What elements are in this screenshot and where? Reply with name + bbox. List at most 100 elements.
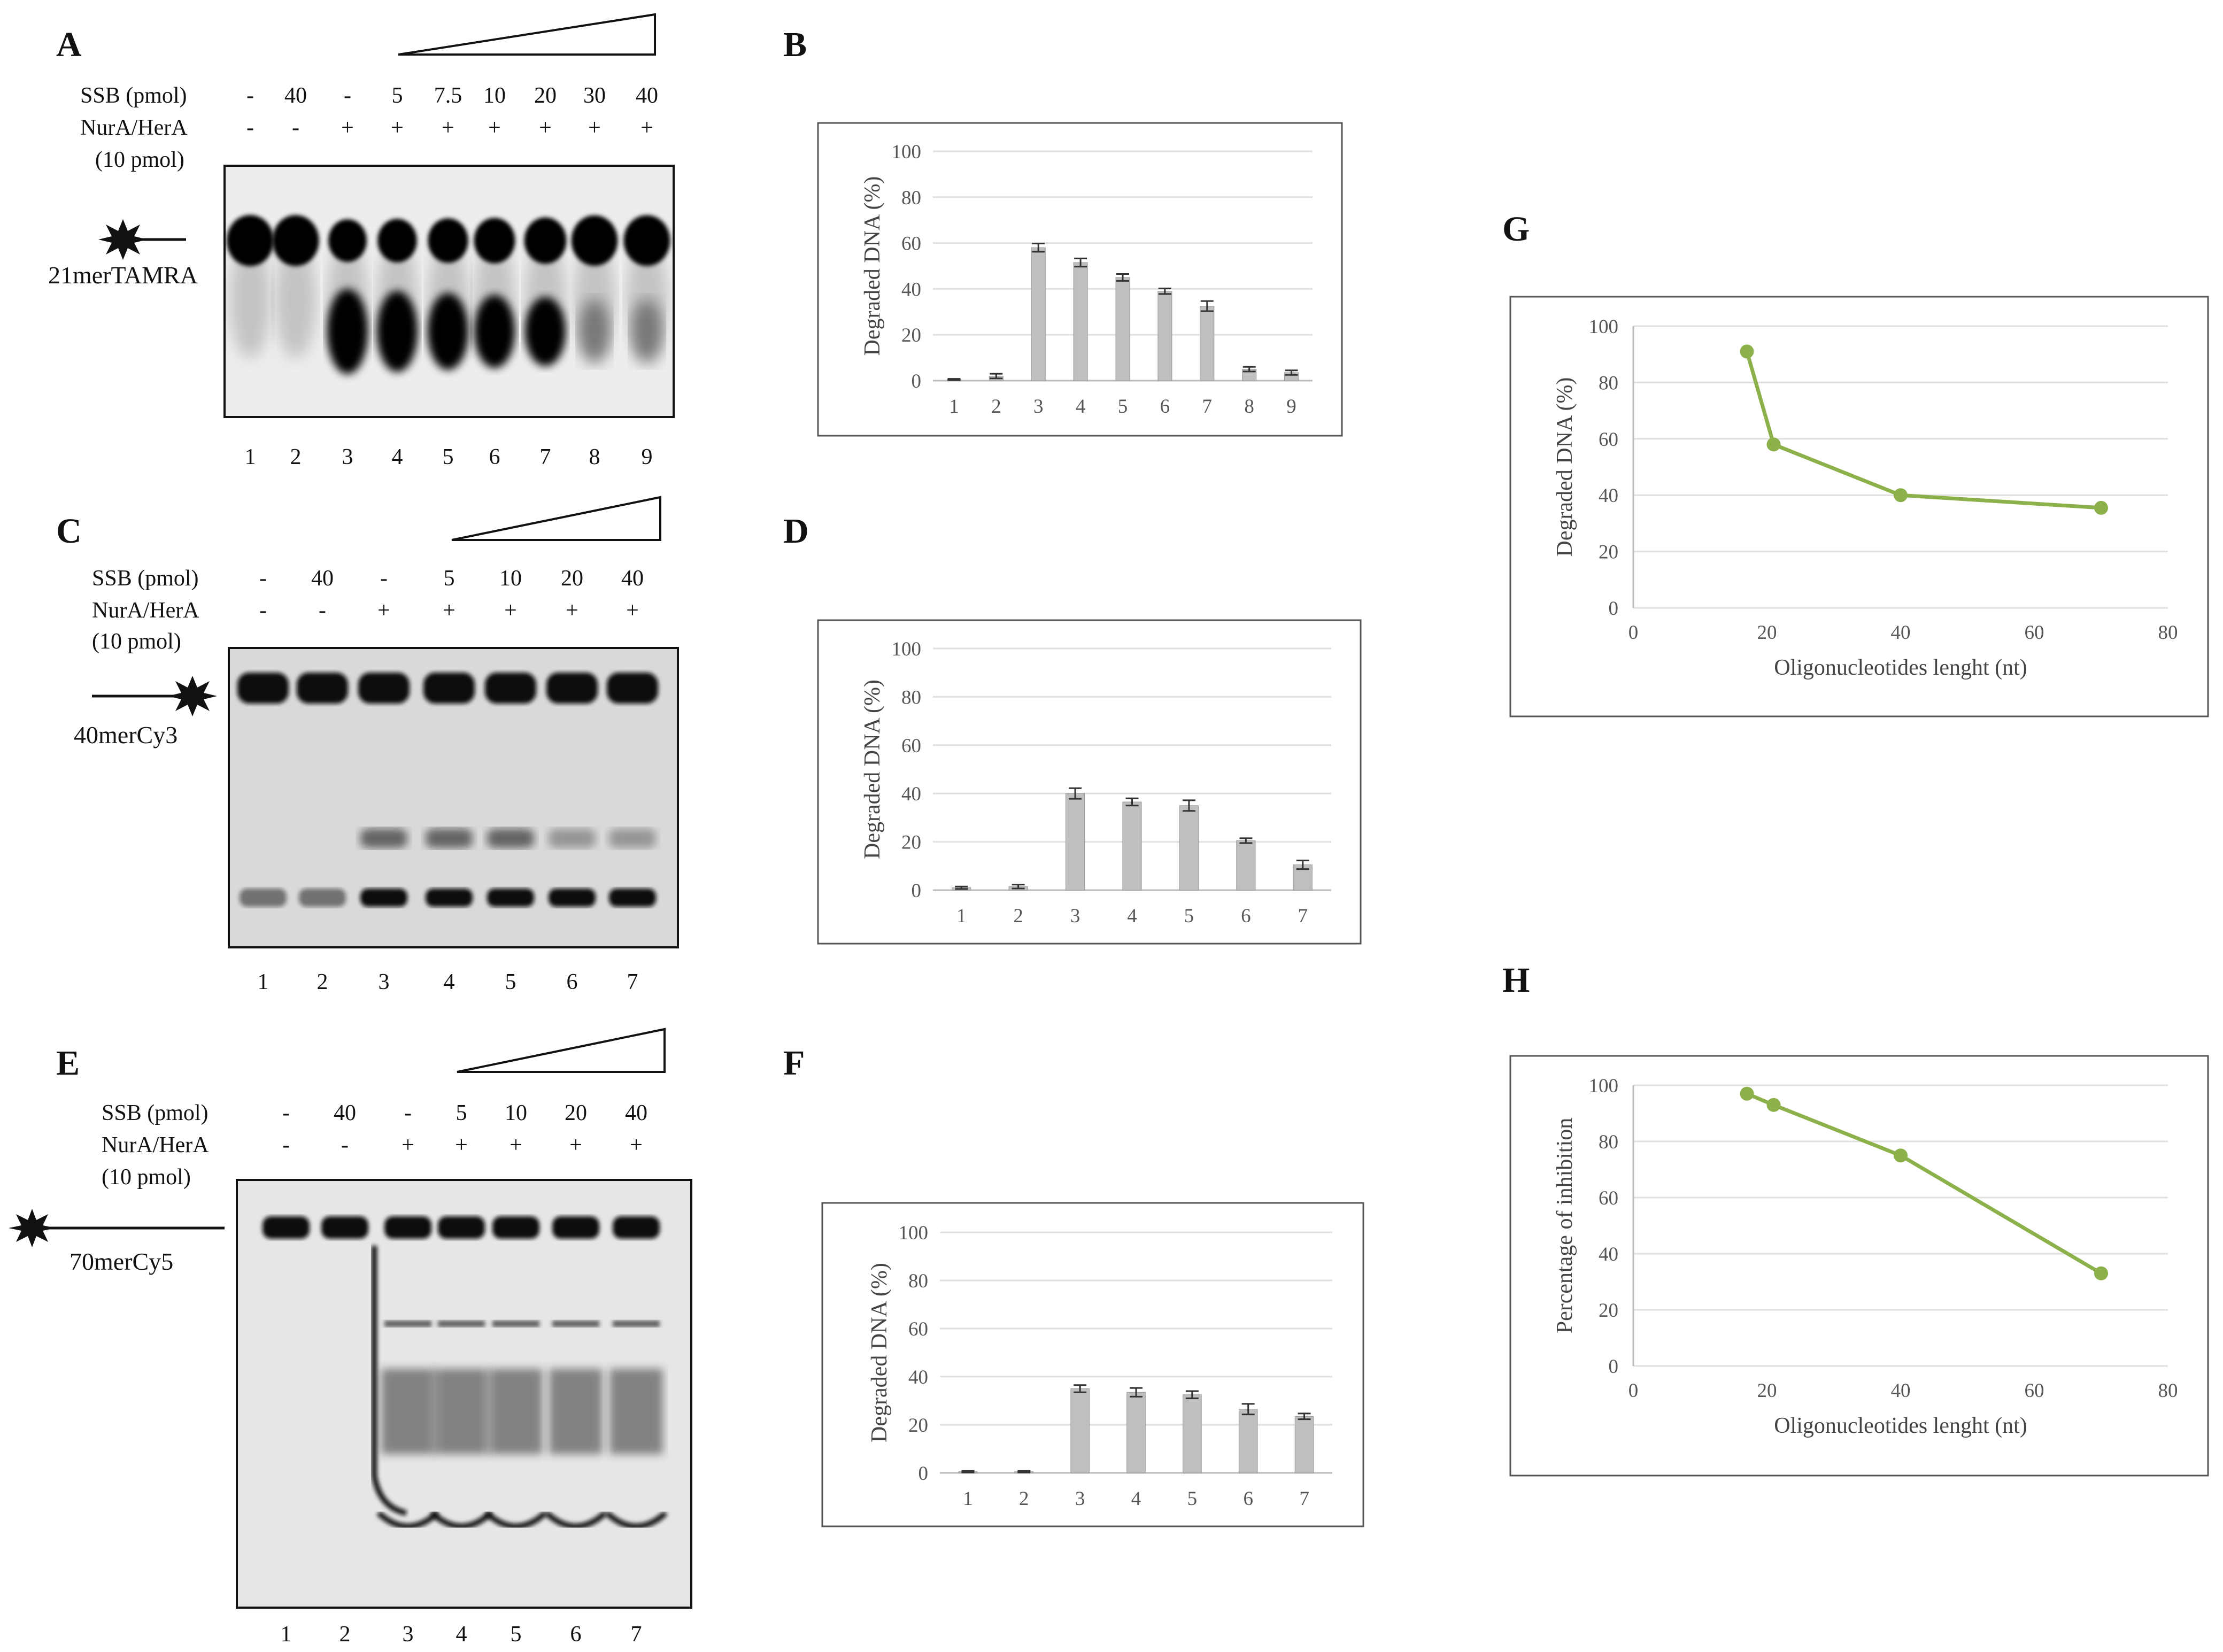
bar	[1200, 306, 1215, 381]
bar	[1157, 291, 1172, 381]
gel-band-intermediate	[438, 1321, 485, 1327]
gel-band-intact	[227, 215, 274, 266]
probe-marker-a	[98, 219, 186, 260]
gel-band-degraded	[474, 295, 515, 368]
probe-label-a: 21merTAMRA	[48, 261, 198, 289]
chart-frame-h	[1509, 1055, 2209, 1477]
ssb-amount: 40	[625, 1101, 647, 1125]
enzyme-presence: +	[539, 115, 552, 140]
y-tick-label: 40	[908, 1367, 928, 1388]
probe-label-c: 40merCy3	[74, 721, 177, 748]
ssb-amount: -	[259, 566, 267, 591]
x-tick-label: 0	[1628, 622, 1639, 644]
gel-band-product	[426, 889, 473, 907]
bar	[1031, 247, 1046, 381]
lane-number: 2	[339, 1622, 351, 1647]
x-tick-label: 1	[949, 396, 959, 418]
x-tick-label: 2	[1019, 1488, 1029, 1510]
ssb-gradient-wedge-e	[457, 1028, 666, 1073]
x-tick-label: 0	[1628, 1380, 1639, 1402]
enzyme-presence: -	[292, 115, 299, 140]
lane-number: 5	[505, 970, 516, 994]
enzyme-presence: +	[588, 115, 601, 140]
enzyme-label-e: NurA/HerA	[102, 1133, 209, 1157]
x-tick-label: 80	[2158, 1380, 2178, 1402]
gel-edge-band	[605, 1511, 668, 1529]
gel-smear	[609, 1369, 663, 1454]
chart-h: 0 20 40 60 80 100 0 20 40 60 80 Oligonucleotides le…	[1553, 1075, 2178, 1438]
ssb-amount: 5	[392, 83, 403, 108]
gel-band-intact	[321, 1216, 368, 1239]
y-tick-label: 20	[1599, 542, 1618, 563]
panel-c: C SSB (pmol) - 40 - 5 10 20 40 NurA/HerA - - + + +…	[56, 496, 679, 994]
x-tick-label: 1	[963, 1488, 973, 1510]
x-tick-label: 2	[1013, 905, 1023, 927]
x-tick-label: 6	[1243, 1488, 1253, 1510]
x-tick-label: 40	[1891, 1380, 1911, 1402]
gel-edge-band	[430, 1511, 493, 1529]
gel-smear	[435, 1369, 488, 1454]
lane-number: 8	[589, 445, 600, 469]
x-tick-label: 6	[1160, 396, 1170, 418]
data-point	[1766, 437, 1781, 452]
lane-numbers-a: 1 2 3 4 5 6 7 8 9	[245, 445, 653, 469]
x-tick-label: 3	[1033, 396, 1044, 418]
gel-band-product	[609, 889, 656, 907]
gel-band-intact	[384, 1216, 431, 1239]
lane-number: 9	[642, 445, 653, 469]
y-tick-label: 40	[1599, 1244, 1618, 1265]
ssb-row-a: - 40 - 5 7.5 10 20 30 40	[246, 83, 658, 108]
y-axis-title: Percentage of inhibition	[1553, 1118, 1577, 1334]
y-tick-label: 0	[912, 370, 922, 392]
ssb-amount: 20	[561, 566, 583, 591]
bar	[1238, 1409, 1258, 1473]
fluorophore-star-icon	[98, 219, 148, 260]
y-tick-label: 80	[908, 1270, 928, 1292]
bar	[1115, 277, 1130, 381]
gel-band-degraded	[428, 293, 468, 370]
ssb-amount: 40	[334, 1101, 356, 1125]
enzyme-presence: +	[402, 1133, 414, 1157]
enzyme-presence: +	[455, 1133, 468, 1157]
ssb-amount: 5	[456, 1101, 467, 1125]
lane-number: 3	[342, 445, 353, 469]
x-tick-label: 2	[991, 396, 1001, 418]
enzyme-amount-e: (10 pmol)	[102, 1165, 191, 1190]
y-tick-label: 20	[908, 1415, 928, 1437]
enzyme-presence: -	[282, 1133, 290, 1157]
x-tick-label: 60	[2025, 622, 2044, 644]
ssb-amount: 40	[621, 566, 644, 591]
x-tick-label: 7	[1298, 905, 1308, 927]
series-line	[1745, 351, 2102, 510]
gel-smear	[549, 1369, 603, 1454]
gel-band-intact	[485, 673, 536, 704]
y-tick-label: 100	[892, 638, 922, 660]
enzyme-label-a: NurA/HerA	[80, 115, 188, 140]
panel-a: A SSB (pmol) -40-5 7.5 10 20 30 40 NurA/HerA …	[48, 13, 675, 469]
lane-number: 7	[540, 445, 551, 469]
bar	[1236, 840, 1256, 891]
panel-letter-c: C	[56, 512, 82, 551]
panel-letter-h: H	[1502, 961, 1530, 1000]
x-tick-label: 4	[1076, 396, 1086, 418]
bar	[1294, 1416, 1314, 1473]
gel-smear	[275, 241, 316, 358]
panel-letter-b: B	[783, 25, 807, 64]
fluorophore-star-icon	[9, 1209, 56, 1247]
lane-number: 7	[631, 1622, 642, 1647]
gel-image-e	[236, 1179, 692, 1609]
gel-band-product	[299, 889, 346, 907]
y-tick-label: 0	[1609, 598, 1619, 620]
y-tick-label: 20	[901, 325, 921, 346]
ssb-amount: 40	[311, 566, 334, 591]
ssb-amount: 10	[499, 566, 522, 591]
panel-letter-g: G	[1502, 210, 1530, 249]
gel-edge-band	[544, 1511, 607, 1529]
data-point	[1766, 1098, 1781, 1112]
gel-image-a	[223, 165, 675, 418]
gel-band-intact	[428, 218, 468, 263]
gel-band-intermediate	[552, 1321, 599, 1327]
chart-f: 0 20 40 60 80 100 1 2 3 4 5 6 7 Degraded DNA (%)	[867, 1222, 1332, 1510]
ssb-amount: 30	[583, 83, 606, 108]
lane-number: 3	[403, 1622, 414, 1647]
